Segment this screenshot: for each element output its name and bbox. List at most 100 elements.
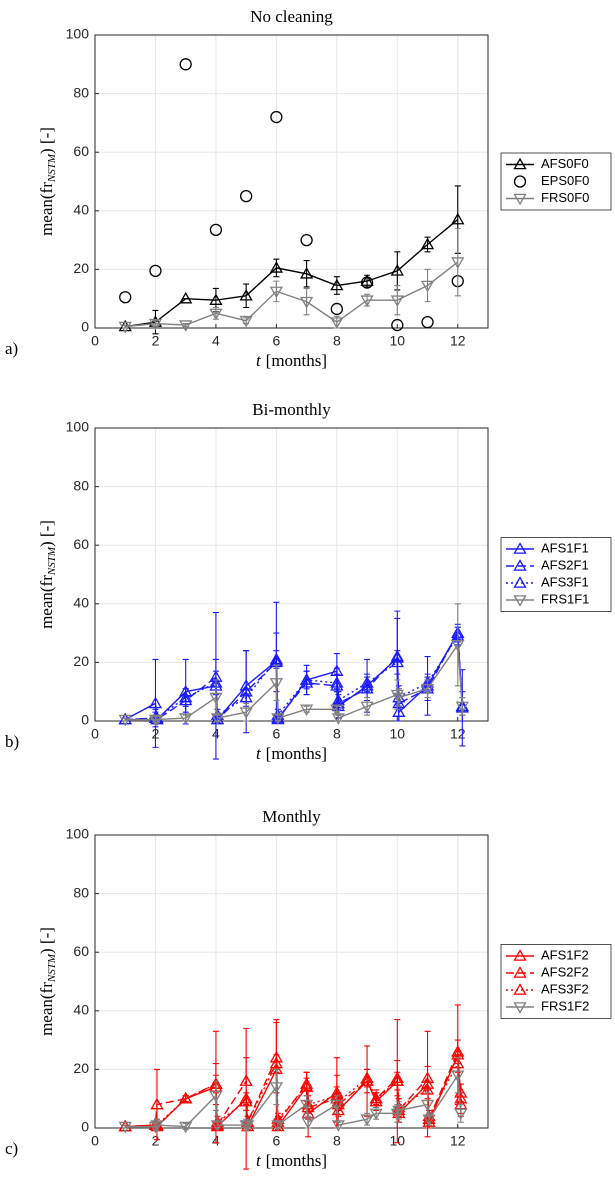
legend-label: EPS0F0 [541,173,589,188]
legend: AFS0F0 EPS0F0 FRS0F0 [500,152,612,211]
marker [269,652,284,665]
y-label-end: ) [-] [37,127,56,154]
x-label-unit: [months] [266,1151,327,1170]
legend-marker [513,193,527,206]
marker [299,1099,314,1112]
x-tick-label: 2 [152,333,160,349]
x-label-unit: [months] [266,351,327,370]
marker [299,673,314,685]
marker [360,1071,374,1083]
marker [420,683,435,696]
legend-marker [513,595,527,607]
marker [390,264,404,276]
marker [209,223,223,236]
legend-label: AFS1F2 [541,947,589,962]
y-tick-label: 100 [66,419,90,435]
marker [179,690,193,703]
x-tick-label: 10 [390,726,406,742]
x-tick-label: 4 [212,333,220,349]
marker [148,318,163,331]
y-tick-label: 80 [73,84,89,100]
marker [421,315,434,329]
y-tick-label: 40 [73,1002,89,1018]
y-tick-label: 80 [73,477,89,493]
marker [360,1114,374,1127]
legend-marker [513,175,527,188]
x-tick-label: 6 [272,726,280,742]
marker [391,318,404,332]
plot-area [95,428,488,721]
marker [451,257,465,269]
x-tick-label: 6 [272,1133,280,1149]
marker [330,676,344,688]
y-label-sub: NSTM [46,153,58,183]
marker [422,1114,436,1127]
marker [240,189,253,203]
legend-box [500,152,612,211]
series [118,603,469,727]
legend-box [500,944,612,1019]
marker [118,321,132,334]
legend-marker [513,576,527,588]
x-tick-label: 10 [390,333,406,349]
marker [179,713,193,725]
marker [299,296,314,309]
plot-area [95,835,488,1128]
legend-marker [513,157,527,170]
x-tick-label: 0 [91,726,99,742]
marker [360,681,374,694]
legend-label: AFS2F2 [541,964,589,979]
x-tick-label: 8 [333,1133,341,1149]
marker [179,1091,193,1104]
y-axis-label: mean(frNSTM) [-] [37,127,58,236]
panel-label: b) [5,732,19,751]
chart-title: Bi-monthly [252,400,331,419]
marker [209,293,223,305]
legend: AFS1F2 AFS2F2 AFS3F2 FRS1F2 [500,944,612,1019]
x-tick-label: 6 [272,333,280,349]
marker [369,1091,383,1104]
marker [209,308,223,321]
legend-label: AFS0F0 [541,156,589,171]
legend-label: AFS3F2 [541,981,589,996]
marker [150,1097,164,1110]
x-axis-label: t [months] [256,1151,327,1170]
series [118,1057,468,1134]
chart-title: No cleaning [250,7,333,26]
marker [451,640,465,652]
x-tick-label: 12 [450,333,466,349]
marker [454,1108,468,1121]
marker [420,280,435,293]
chart-title: Monthly [262,807,321,826]
marker [420,1099,435,1112]
marker [269,286,284,299]
marker [331,1120,345,1132]
marker [300,233,313,247]
legend-marker [513,983,527,995]
marker [119,291,132,304]
marker [149,264,162,278]
marker [209,1091,223,1103]
y-axis-label: mean(frNSTM) [-] [37,927,58,1036]
y-tick-label: 0 [81,1119,89,1135]
marker [209,692,223,705]
y-label-end: ) [-] [37,927,56,954]
x-label-var: t [256,1151,262,1170]
y-label-main: mean(fr [37,982,56,1036]
x-tick-label: 2 [152,1133,160,1149]
y-tick-label: 100 [66,826,90,842]
marker [330,302,343,316]
marker [179,291,193,304]
marker [369,1108,383,1121]
axes-box [94,427,489,722]
marker [271,713,285,725]
marker [148,696,163,709]
y-label-main: mean(fr [37,182,56,236]
marker [179,1121,193,1134]
panel: 0 2 4 6 8 10 12 0 20 40 60 80 100 No cleaning t [months… [5,7,612,370]
marker [271,1120,285,1132]
y-tick-label: 20 [73,260,89,276]
marker [239,288,253,301]
